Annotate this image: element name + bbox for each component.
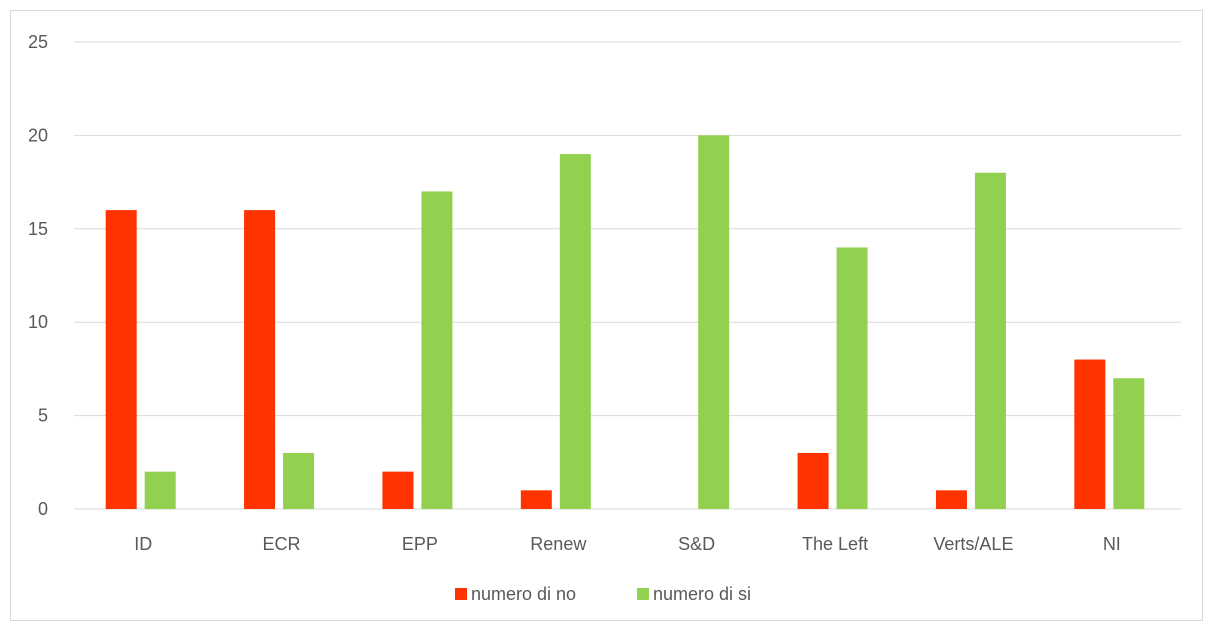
bar-no — [935, 490, 967, 509]
y-tick-label: 10 — [28, 312, 48, 332]
bars — [105, 135, 1145, 510]
y-tick-label: 5 — [38, 406, 48, 426]
x-tick-label: EPP — [402, 534, 438, 554]
x-axis: ID ECR EPP Renew S&D The Left Verts/ALE NI — [134, 534, 1121, 554]
bar-si — [283, 452, 315, 509]
legend-swatch — [455, 588, 467, 600]
legend-label: numero di no — [471, 584, 576, 604]
gridlines — [74, 41, 1181, 510]
x-tick-label: NI — [1103, 534, 1121, 554]
y-tick-label: 25 — [28, 32, 48, 52]
bar-si — [559, 154, 591, 509]
y-tick-label: 0 — [38, 499, 48, 519]
y-axis: 0 5 10 15 20 25 — [28, 32, 48, 519]
x-tick-label: ECR — [263, 534, 301, 554]
y-tick-label: 15 — [28, 219, 48, 239]
bar-no — [382, 471, 414, 509]
x-tick-label: S&D — [678, 534, 715, 554]
bar-si — [421, 191, 453, 509]
x-tick-label: ID — [134, 534, 152, 554]
x-tick-label: Renew — [530, 534, 587, 554]
bar-no — [244, 210, 276, 509]
y-tick-label: 20 — [28, 125, 48, 145]
legend-label: numero di si — [653, 584, 751, 604]
legend-swatch — [637, 588, 649, 600]
bar-si — [1113, 378, 1145, 509]
bar-no — [797, 452, 829, 509]
x-tick-label: Verts/ALE — [933, 534, 1013, 554]
bar-no — [1074, 359, 1106, 509]
bar-si — [974, 172, 1006, 509]
bar-no — [520, 490, 552, 509]
legend: numero di no numero di si — [455, 584, 751, 604]
bar-si — [836, 247, 868, 510]
x-tick-label: The Left — [802, 534, 868, 554]
bar-no — [105, 210, 137, 509]
bar-si — [144, 471, 176, 509]
bar-si — [698, 135, 730, 509]
